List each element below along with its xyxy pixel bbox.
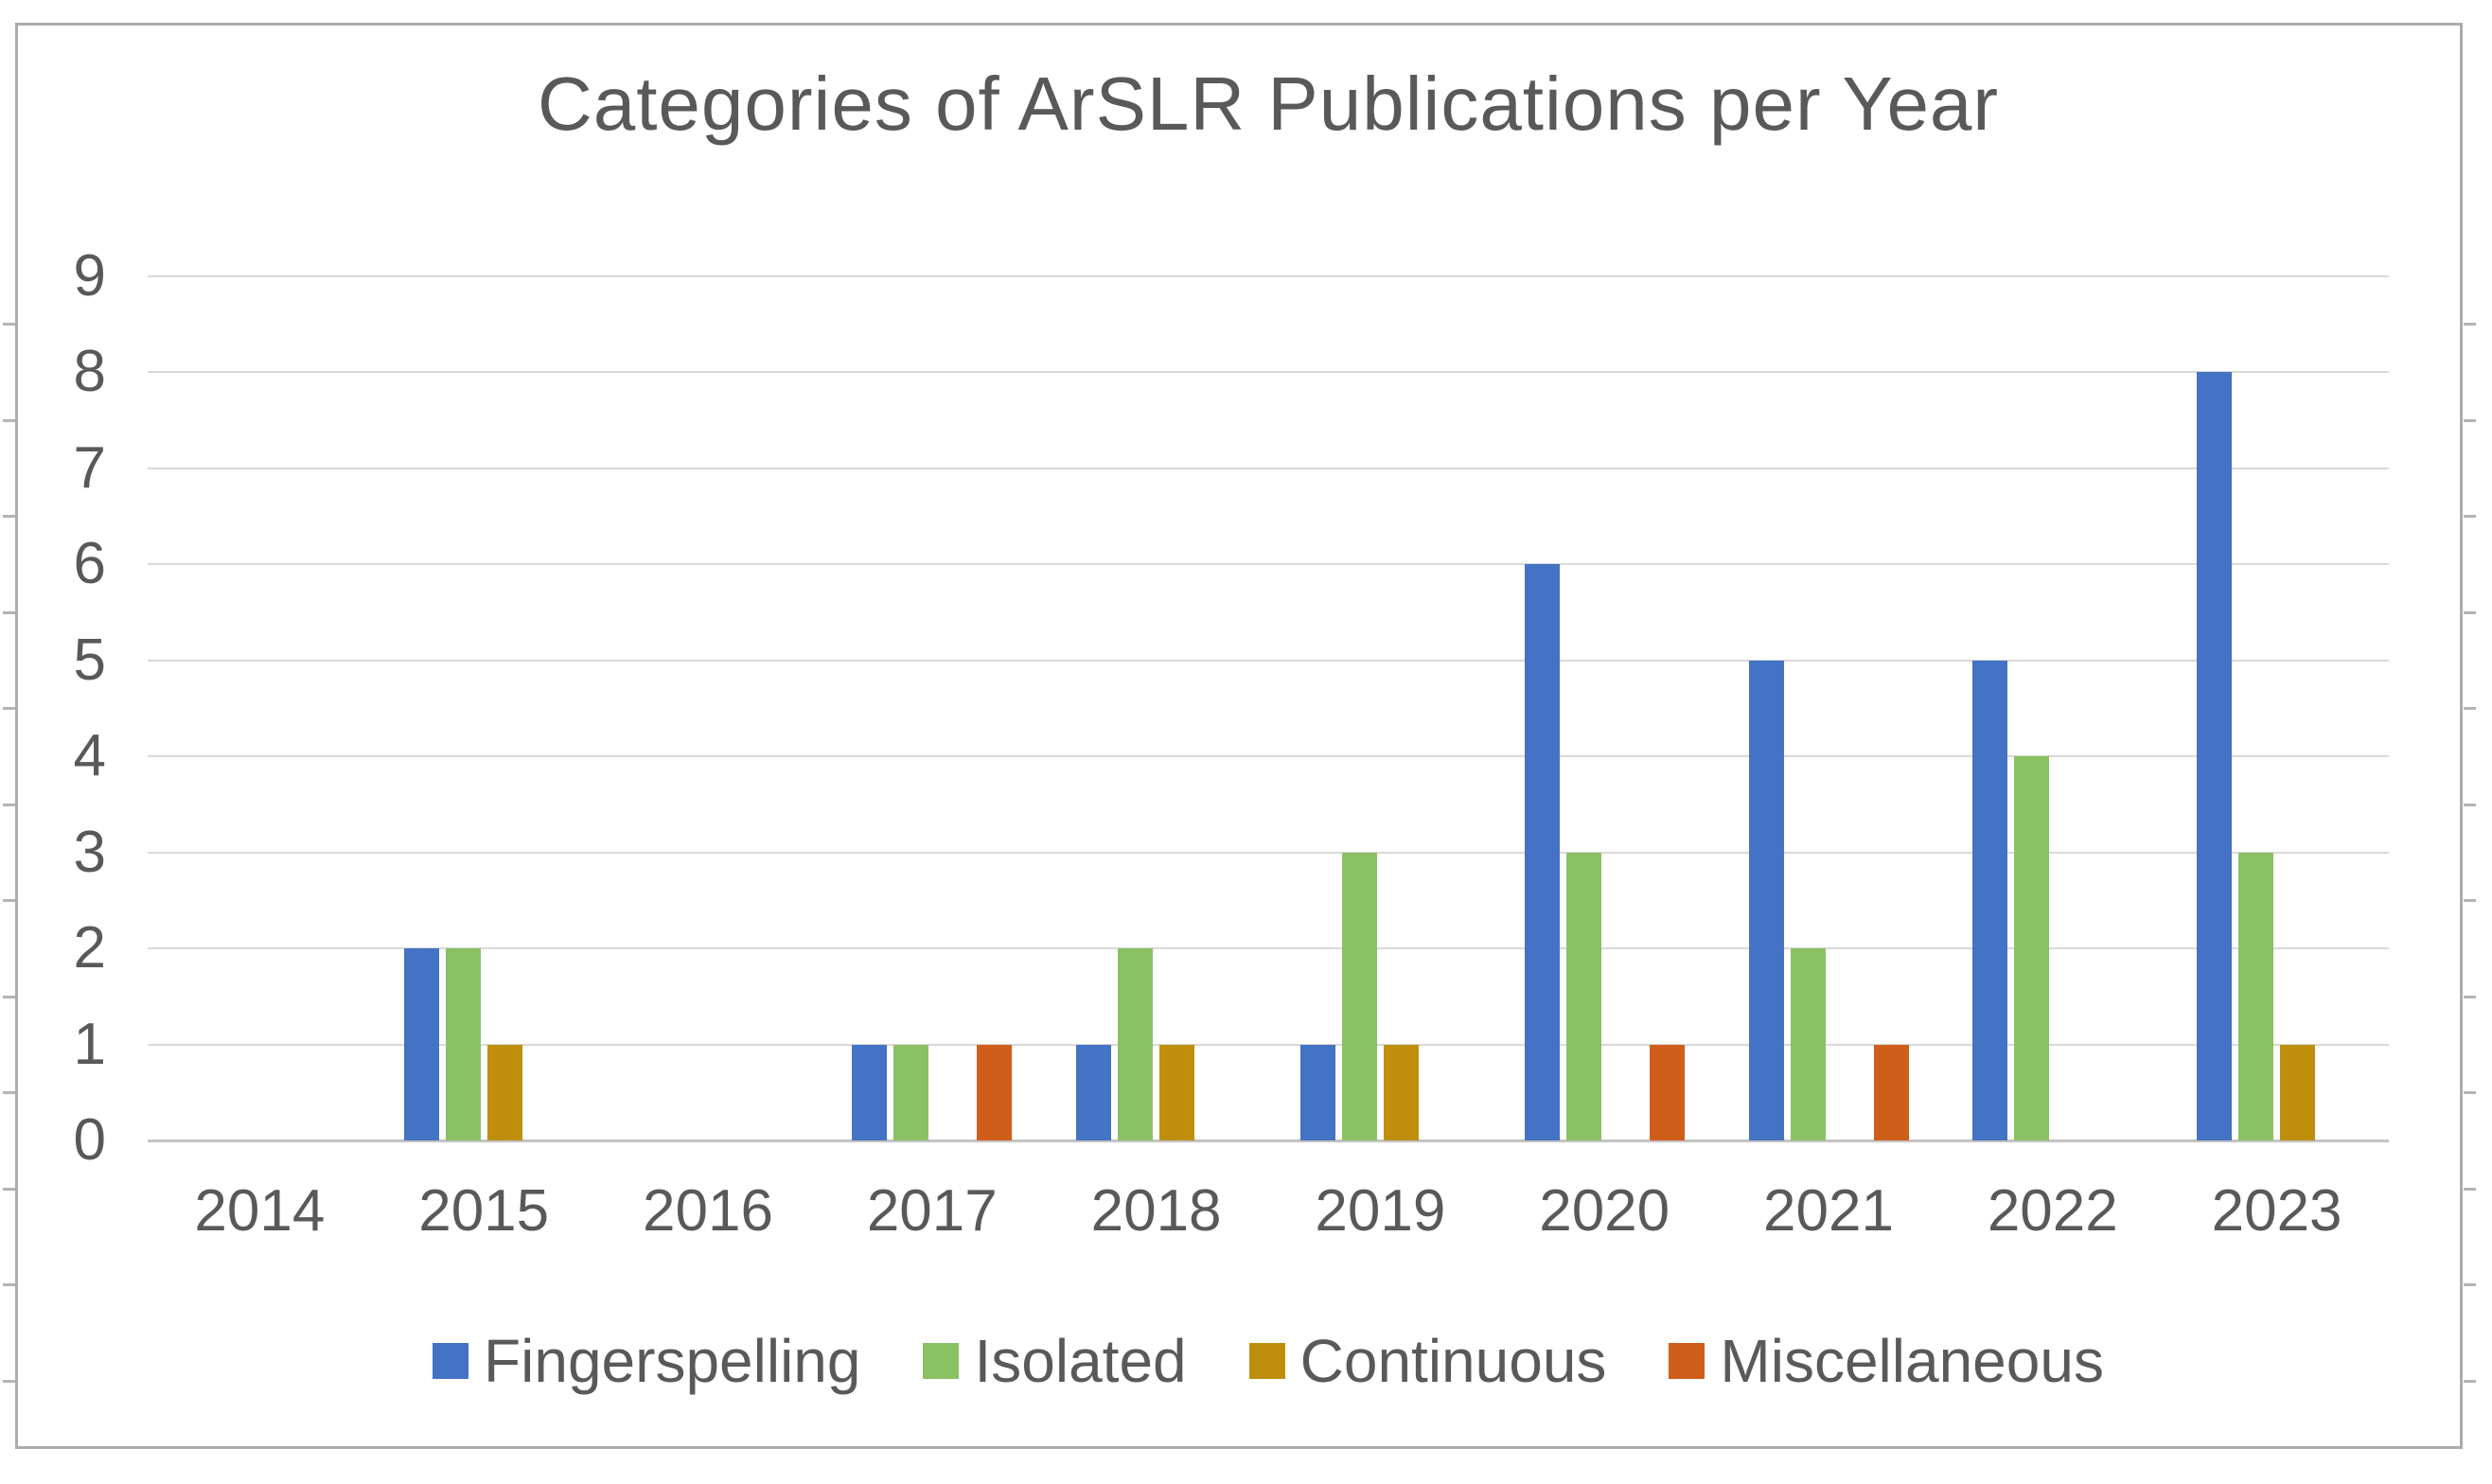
bar-isolated-2023	[2238, 852, 2274, 1140]
legend-item-fingerspelling: Fingerspelling	[433, 1327, 860, 1395]
gridline	[148, 563, 2389, 565]
chart-frame-border	[15, 23, 2463, 1449]
gridline	[148, 371, 2389, 373]
frame-tick-left	[3, 1379, 15, 1383]
y-tick-label: 8	[73, 339, 106, 404]
gridline	[148, 755, 2389, 757]
bar-isolated-2021	[1790, 948, 1826, 1140]
bar-isolated-2022	[2014, 756, 2050, 1140]
frame-tick-left	[3, 1283, 15, 1287]
y-tick-label: 7	[73, 434, 106, 501]
frame-tick-right	[2464, 1091, 2476, 1095]
legend: Fingerspelling Isolated Continuous Miscella…	[148, 1327, 2389, 1395]
gridline	[148, 659, 2389, 662]
legend-swatch-icon	[433, 1343, 469, 1379]
gridline	[148, 947, 2389, 949]
x-tick-label: 2023	[2211, 1178, 2342, 1244]
bar-miscellaneous-2017	[977, 1044, 1013, 1140]
bar-fingerspelling-2018	[1076, 1044, 1112, 1140]
legend-item-isolated: Isolated	[923, 1327, 1187, 1395]
bar-fingerspelling-2021	[1748, 660, 1784, 1140]
frame-tick-right	[2464, 323, 2476, 327]
legend-label: Isolated	[974, 1327, 1187, 1395]
x-tick-label: 2019	[1315, 1178, 1446, 1244]
x-tick-label: 2021	[1763, 1178, 1894, 1244]
bar-continuous-2023	[2280, 1044, 2316, 1140]
bar-isolated-2018	[1118, 948, 1154, 1140]
y-tick-label: 0	[73, 1107, 106, 1173]
legend-swatch-icon	[1248, 1343, 1285, 1379]
frame-tick-left	[3, 1091, 15, 1095]
chart-title: Categories of ArSLR Publications per Yea…	[537, 62, 2000, 146]
y-tick-label: 4	[73, 723, 106, 788]
gridline	[148, 274, 2389, 277]
frame-tick-left	[3, 515, 15, 519]
x-tick-label: 2015	[418, 1178, 550, 1244]
bar-continuous-2018	[1159, 1044, 1195, 1140]
gridline	[148, 851, 2389, 854]
gridline	[148, 467, 2389, 469]
y-tick-label: 2	[73, 915, 106, 980]
frame-tick-left	[3, 803, 15, 806]
bar-fingerspelling-2020	[1524, 564, 1560, 1140]
legend-label: Fingerspelling	[484, 1327, 861, 1395]
x-axis-line	[148, 1140, 2389, 1142]
x-tick-label: 2022	[1987, 1178, 2118, 1244]
frame-tick-right	[2464, 899, 2476, 903]
x-tick-label: 2014	[194, 1178, 326, 1244]
y-tick-label: 1	[73, 1011, 106, 1077]
frame-tick-right	[2464, 995, 2476, 998]
bar-fingerspelling-2022	[1972, 660, 2008, 1140]
gridline	[148, 1043, 2389, 1046]
bar-isolated-2019	[1341, 852, 1377, 1140]
y-tick-label: 3	[73, 819, 106, 885]
frame-tick-right	[2464, 803, 2476, 806]
legend-label: Continuous	[1299, 1327, 1607, 1395]
bar-fingerspelling-2017	[852, 1044, 888, 1140]
frame-tick-right	[2464, 1187, 2476, 1191]
frame-tick-right	[2464, 707, 2476, 711]
bar-isolated-2017	[893, 1044, 929, 1140]
frame-tick-left	[3, 1187, 15, 1191]
frame-tick-left	[3, 323, 15, 327]
frame-tick-left	[3, 899, 15, 903]
frame-tick-left	[3, 610, 15, 614]
bar-fingerspelling-2015	[403, 948, 439, 1140]
frame-tick-left	[3, 418, 15, 422]
bar-miscellaneous-2020	[1649, 1044, 1685, 1140]
legend-item-miscellaneous: Miscellaneous	[1669, 1327, 2104, 1395]
frame-tick-right	[2464, 515, 2476, 519]
y-tick-label: 9	[73, 242, 106, 309]
y-tick-label: 6	[73, 531, 106, 596]
y-tick-label: 5	[73, 627, 106, 693]
x-tick-label: 2018	[1090, 1178, 1222, 1244]
legend-item-continuous: Continuous	[1248, 1327, 1607, 1395]
bar-continuous-2015	[486, 1044, 522, 1140]
x-tick-label: 2020	[1539, 1178, 1670, 1244]
legend-label: Miscellaneous	[1720, 1327, 2104, 1395]
x-tick-label: 2017	[866, 1178, 998, 1244]
x-tick-label: 2016	[643, 1178, 773, 1244]
frame-tick-right	[2464, 1379, 2476, 1383]
frame-tick-right	[2464, 610, 2476, 614]
bar-miscellaneous-2021	[1873, 1044, 1909, 1140]
frame-tick-right	[2464, 1283, 2476, 1287]
bar-fingerspelling-2023	[2197, 372, 2233, 1140]
bar-isolated-2015	[445, 948, 481, 1140]
legend-swatch-icon	[923, 1343, 960, 1379]
bar-isolated-2020	[1565, 852, 1601, 1140]
legend-swatch-icon	[1669, 1343, 1706, 1379]
frame-tick-left	[3, 995, 15, 998]
frame-tick-left	[3, 707, 15, 711]
bar-fingerspelling-2019	[1299, 1044, 1335, 1140]
frame-tick-right	[2464, 418, 2476, 422]
bar-continuous-2019	[1383, 1044, 1419, 1140]
